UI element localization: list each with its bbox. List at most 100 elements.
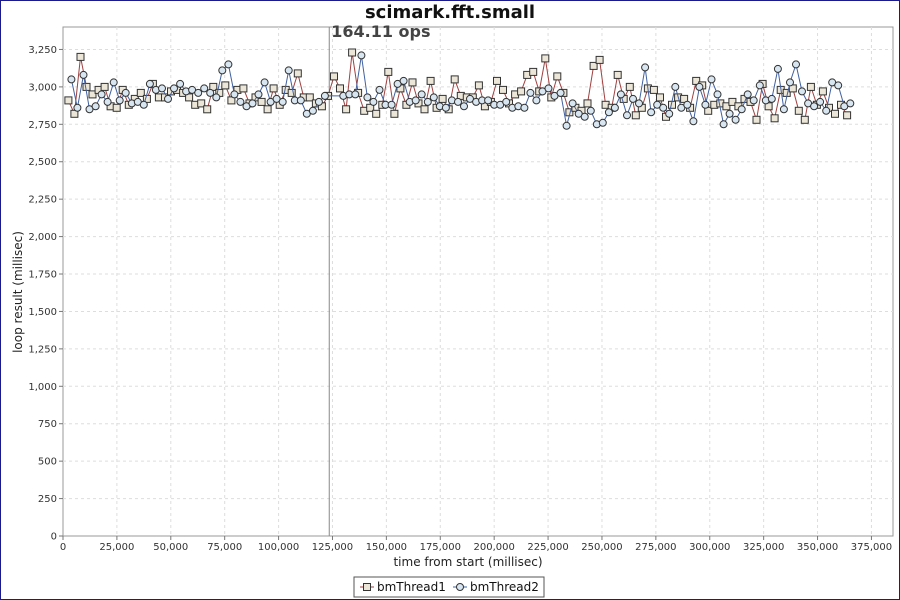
data-point-bmthread2 bbox=[158, 84, 166, 93]
y-tick-label: 2,750 bbox=[28, 120, 57, 131]
data-point-bmthread2 bbox=[616, 90, 625, 99]
annotation-label: 164.11 ops bbox=[331, 22, 430, 41]
x-tick-label: 0 bbox=[60, 542, 66, 553]
data-point-bmthread1 bbox=[100, 82, 109, 91]
data-point-bmthread1 bbox=[450, 75, 459, 84]
legend-marker-bmthread2 bbox=[456, 583, 464, 591]
data-point-bmthread2 bbox=[665, 109, 674, 118]
data-point-bmthread1 bbox=[722, 102, 731, 111]
series-bmthread2 bbox=[67, 51, 855, 130]
data-point-bmthread1 bbox=[305, 93, 314, 102]
y-tick-label: 3,250 bbox=[28, 45, 57, 56]
data-point-bmthread2 bbox=[544, 84, 553, 93]
data-point-bmthread2 bbox=[810, 102, 819, 111]
legend-marker-bmthread1 bbox=[363, 583, 371, 591]
data-point-bmthread2 bbox=[320, 91, 329, 100]
data-point-bmthread2 bbox=[363, 93, 372, 102]
data-point-bmthread2 bbox=[224, 60, 233, 69]
data-point-bmthread1 bbox=[420, 105, 429, 114]
y-tick-label: 1,500 bbox=[28, 307, 57, 318]
data-point-bmthread2 bbox=[375, 85, 384, 94]
data-point-bmthread1 bbox=[408, 78, 417, 87]
data-point-bmthread2 bbox=[218, 66, 227, 75]
data-point-bmthread1 bbox=[794, 106, 803, 115]
data-point-bmthread2 bbox=[695, 82, 704, 91]
data-point-bmthread2 bbox=[314, 97, 323, 106]
data-point-bmthread1 bbox=[197, 99, 206, 108]
data-point-bmthread2 bbox=[502, 97, 511, 106]
y-tick-label: 3,000 bbox=[28, 82, 57, 93]
data-point-bmthread1 bbox=[348, 48, 357, 57]
data-point-bmthread1 bbox=[384, 67, 393, 76]
data-point-bmthread2 bbox=[254, 90, 263, 99]
data-point-bmthread2 bbox=[260, 78, 269, 87]
data-point-bmthread2 bbox=[641, 63, 650, 72]
data-point-bmthread2 bbox=[629, 94, 637, 103]
data-point-bmthread2 bbox=[121, 88, 130, 97]
y-tick-label: 250 bbox=[38, 494, 57, 505]
data-point-bmthread2 bbox=[278, 97, 287, 106]
data-point-bmthread2 bbox=[139, 100, 148, 109]
data-point-bmthread1 bbox=[336, 84, 344, 93]
data-point-bmthread1 bbox=[728, 97, 737, 106]
y-axis: 0 250 500 750 1,000 1,250 1,500 1,750 2,000 2,250… bbox=[28, 45, 63, 543]
data-point-bmthread1 bbox=[76, 52, 85, 61]
data-point-bmthread2 bbox=[786, 78, 794, 87]
x-tick-label: 300,000 bbox=[689, 542, 730, 553]
data-point-bmthread1 bbox=[649, 85, 658, 94]
data-point-bmthread1 bbox=[499, 85, 507, 94]
data-point-bmthread2 bbox=[145, 79, 154, 88]
data-point-bmthread2 bbox=[417, 90, 426, 99]
x-tick-label: 75,000 bbox=[207, 542, 242, 553]
data-point-bmthread1 bbox=[595, 55, 604, 64]
x-tick-label: 375,000 bbox=[851, 542, 892, 553]
data-point-bmthread2 bbox=[846, 99, 855, 108]
data-point-bmthread2 bbox=[749, 96, 758, 105]
data-point-bmthread2 bbox=[520, 103, 529, 112]
x-tick-label: 25,000 bbox=[99, 542, 134, 553]
data-point-bmthread2 bbox=[103, 97, 112, 106]
series-layer bbox=[64, 48, 855, 130]
plot-area bbox=[62, 26, 894, 537]
data-point-bmthread1 bbox=[631, 111, 640, 120]
data-point-bmthread2 bbox=[647, 108, 656, 117]
data-point-bmthread1 bbox=[221, 81, 230, 90]
data-point-bmthread1 bbox=[287, 88, 296, 97]
y-tick-label: 750 bbox=[38, 419, 57, 430]
data-point-bmthread1 bbox=[583, 99, 592, 108]
legend: bmThread1 bmThread2 bbox=[353, 576, 545, 598]
y-tick-label: 0 bbox=[51, 532, 57, 543]
data-point-bmthread2 bbox=[604, 108, 613, 117]
legend-item-bmthread1: bmThread1 bbox=[360, 580, 446, 594]
legend-label-bmthread2: bmThread2 bbox=[470, 580, 539, 594]
data-point-bmthread1 bbox=[831, 109, 839, 118]
data-point-bmthread2 bbox=[779, 105, 788, 114]
data-point-bmthread2 bbox=[743, 90, 752, 99]
data-point-bmthread1 bbox=[806, 82, 815, 91]
x-tick-label: 200,000 bbox=[473, 542, 514, 553]
data-point-bmthread1 bbox=[529, 67, 538, 76]
data-point-bmthread2 bbox=[429, 93, 438, 102]
data-point-bmthread2 bbox=[586, 106, 595, 115]
y-tick-label: 1,000 bbox=[28, 382, 57, 393]
data-point-bmthread2 bbox=[798, 87, 806, 96]
data-point-bmthread2 bbox=[822, 106, 831, 115]
data-point-bmthread1 bbox=[239, 84, 248, 93]
data-point-bmthread2 bbox=[556, 88, 565, 97]
data-point-bmthread2 bbox=[689, 117, 698, 126]
data-point-bmthread1 bbox=[692, 76, 701, 85]
data-point-bmthread1 bbox=[330, 72, 338, 81]
data-point-bmthread1 bbox=[263, 105, 272, 114]
data-point-bmthread2 bbox=[707, 75, 716, 84]
data-point-bmthread1 bbox=[372, 109, 381, 118]
x-tick-label: 250,000 bbox=[581, 542, 622, 553]
x-tick-label: 125,000 bbox=[312, 542, 353, 553]
data-point-bmthread2 bbox=[411, 96, 420, 105]
data-point-bmthread2 bbox=[816, 97, 825, 106]
data-point-bmthread1 bbox=[438, 94, 447, 103]
x-tick-label: 225,000 bbox=[527, 542, 568, 553]
data-point-bmthread2 bbox=[115, 96, 124, 105]
x-tick-label: 325,000 bbox=[743, 542, 784, 553]
data-point-bmthread2 bbox=[725, 109, 734, 118]
data-point-bmthread2 bbox=[212, 93, 221, 102]
